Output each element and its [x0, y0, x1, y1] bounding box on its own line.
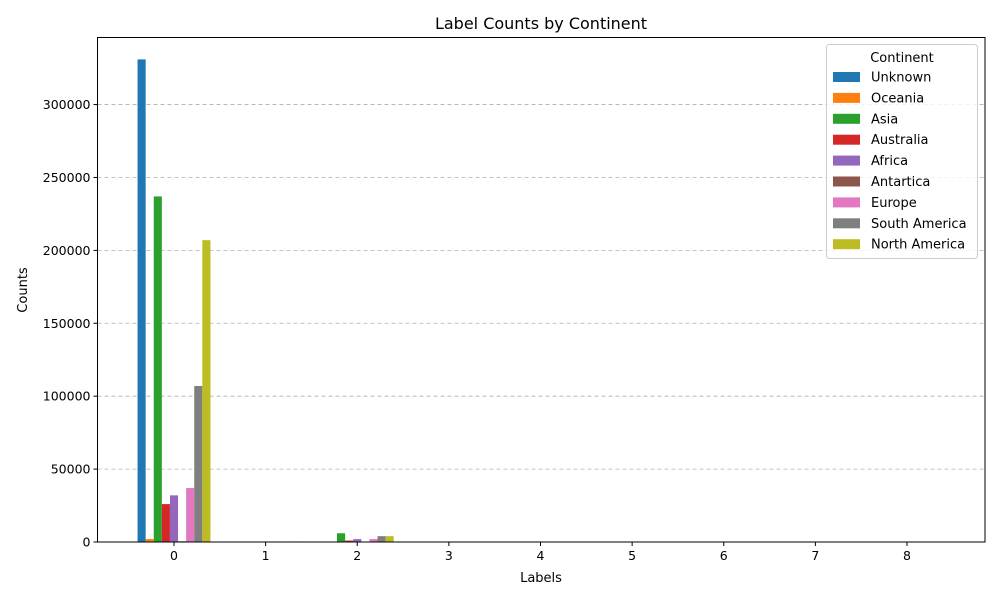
bar-south-america — [377, 536, 386, 542]
x-tick-label: 0 — [170, 548, 178, 563]
legend-label: Unknown — [871, 71, 931, 86]
legend-swatch — [833, 176, 860, 187]
gridlines — [97, 104, 985, 470]
x-tick-label: 3 — [445, 548, 453, 563]
bar-asia — [337, 533, 346, 542]
legend-title: Continent — [870, 51, 934, 66]
y-tick-label: 0 — [83, 535, 91, 550]
legend-label: Oceania — [871, 91, 924, 106]
chart-title: Label Counts by Continent — [435, 14, 647, 33]
bar-south-america — [194, 385, 203, 542]
y-tick-label: 250000 — [43, 170, 91, 185]
legend-swatch — [833, 218, 860, 229]
bar-europe — [369, 539, 378, 542]
bar-australia — [345, 540, 354, 542]
legend-swatch — [833, 155, 860, 166]
bar-africa — [169, 495, 179, 542]
bar-australia — [161, 504, 170, 542]
y-tick-label: 150000 — [43, 316, 91, 331]
legend-swatch — [833, 113, 860, 124]
x-tick-label: 2 — [353, 548, 361, 563]
legend-label: North America — [871, 238, 965, 253]
legend-swatch — [833, 92, 860, 103]
x-tick-label: 7 — [811, 548, 819, 563]
legend-swatch — [833, 239, 860, 250]
bar-africa — [353, 539, 362, 542]
legend-label: Africa — [871, 154, 908, 169]
legend-label: Europe — [871, 196, 917, 211]
bar-north-america — [385, 536, 394, 542]
y-tick-label: 100000 — [43, 389, 91, 404]
x-tick-label: 1 — [262, 548, 270, 563]
legend-label: Antartica — [871, 175, 930, 190]
y-axis-ticks: 0 50000 100000 150000 200000 250000 300000 — [43, 97, 98, 550]
x-axis-ticks: 0 1 2 3 4 5 6 7 8 — [170, 542, 911, 563]
legend-swatch — [833, 134, 860, 145]
legend-swatch — [833, 72, 860, 82]
x-tick-label: 8 — [903, 548, 911, 563]
x-axis-label: Labels — [520, 571, 562, 586]
legend: Continent Unknown Oceania Asia Australia Afr… — [826, 44, 978, 259]
y-tick-label: 50000 — [51, 462, 91, 477]
legend-label: South America — [871, 217, 967, 232]
bar-north-america — [202, 240, 211, 542]
legend-box — [826, 44, 978, 259]
legend-swatch — [833, 197, 860, 208]
legend-label: Australia — [871, 133, 929, 148]
bar-europe — [186, 488, 195, 542]
y-tick-label: 300000 — [43, 97, 91, 112]
bars — [137, 59, 852, 543]
legend-label: Asia — [871, 112, 898, 127]
x-tick-label: 5 — [628, 548, 636, 563]
plot-frame — [97, 37, 986, 543]
x-tick-label: 4 — [537, 548, 545, 563]
bar-asia — [153, 196, 162, 543]
y-tick-label: 200000 — [43, 243, 91, 258]
bar-oceania — [145, 539, 154, 542]
y-axis-label: Counts — [16, 267, 31, 313]
x-tick-label: 6 — [720, 548, 728, 563]
bar-unknown — [137, 59, 146, 542]
